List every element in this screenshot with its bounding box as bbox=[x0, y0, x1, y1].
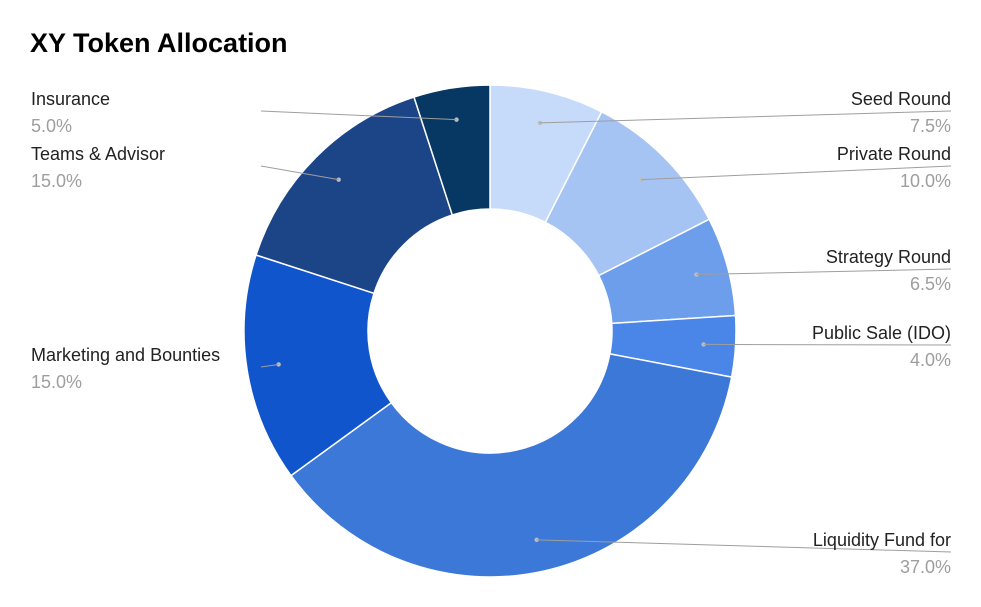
slice-label-teams-advisor: Teams & Advisor bbox=[31, 144, 165, 164]
leader-lines-group bbox=[260, 110, 952, 553]
slice-label-insurance: Insurance bbox=[31, 89, 110, 109]
slice-marketing-and-bounties[interactable] bbox=[243, 254, 393, 477]
slice-label-liquidity-fund-for: Liquidity Fund for bbox=[813, 530, 951, 550]
slice-teams-advisor[interactable] bbox=[255, 96, 454, 295]
leader-line bbox=[703, 343, 952, 346]
leader-dot bbox=[537, 120, 543, 126]
leader-line bbox=[536, 539, 952, 553]
leader-line bbox=[696, 268, 952, 276]
leader-dot bbox=[454, 117, 459, 122]
leader-line bbox=[260, 110, 457, 121]
slice-label-seed-round: Seed Round bbox=[851, 89, 951, 109]
slice-percent-public-sale-ido: 4.0% bbox=[910, 350, 951, 370]
slice-insurance[interactable] bbox=[413, 84, 491, 216]
chart-title: XY Token Allocation bbox=[30, 28, 288, 58]
leader-line bbox=[641, 165, 952, 181]
labels-group: Seed Round 7.5% Private Round 10.0% Strategy… bbox=[31, 89, 951, 577]
slice-percent-liquidity-fund-for: 37.0% bbox=[900, 557, 951, 577]
slice-percent-insurance: 5.0% bbox=[31, 116, 72, 136]
slice-percent-seed-round: 7.5% bbox=[910, 116, 951, 136]
slice-percent-private-round: 10.0% bbox=[900, 171, 951, 191]
slice-percent-marketing-and-bounties: 15.0% bbox=[31, 372, 82, 392]
slices-group bbox=[243, 84, 737, 578]
leader-line bbox=[260, 165, 339, 181]
leader-dot bbox=[701, 342, 706, 347]
slice-label-private-round: Private Round bbox=[837, 144, 951, 164]
slice-percent-teams-advisor: 15.0% bbox=[31, 171, 82, 191]
slice-label-strategy-round: Strategy Round bbox=[826, 247, 951, 267]
leader-line bbox=[539, 110, 952, 124]
slice-label-public-sale-ido: Public Sale (IDO) bbox=[812, 323, 951, 343]
leader-line bbox=[260, 363, 279, 368]
slice-percent-strategy-round: 6.5% bbox=[910, 274, 951, 294]
slice-label-marketing-and-bounties: Marketing and Bounties bbox=[31, 345, 220, 365]
slice-liquidity-fund-for[interactable] bbox=[289, 352, 733, 578]
